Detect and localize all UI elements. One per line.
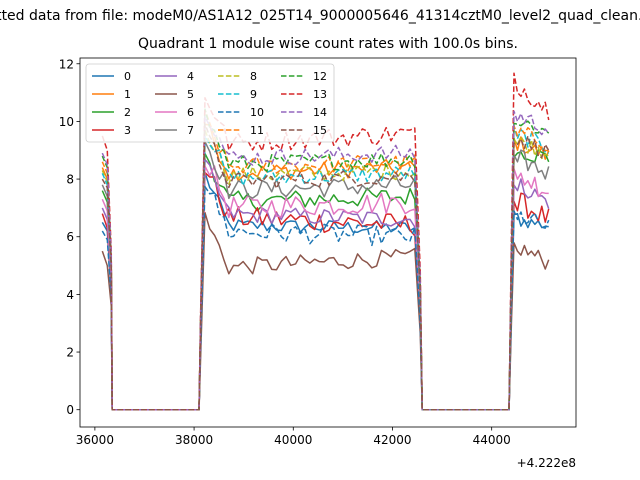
legend-label-13: 13	[313, 88, 327, 101]
axes-frame	[79, 57, 577, 428]
series-line-10	[101, 185, 550, 411]
legend-label-11: 11	[250, 124, 264, 137]
y-tick-label: 6	[66, 230, 74, 244]
legend-label-5: 5	[187, 88, 194, 101]
legend-label-14: 14	[313, 106, 327, 119]
legend-label-10: 10	[250, 106, 264, 119]
y-tick-label: 0	[66, 403, 74, 417]
legend-box	[85, 63, 335, 143]
y-tick-label: 12	[59, 57, 74, 71]
y-tick-label: 10	[59, 115, 74, 129]
x-tick-label: 42000	[373, 433, 411, 447]
series-line-15	[101, 123, 550, 411]
legend-label-9: 9	[250, 88, 257, 101]
chart-title: Quadrant 1 module wise count rates with …	[138, 36, 518, 52]
legend-label-12: 12	[313, 70, 327, 83]
legend-label-1: 1	[124, 88, 131, 101]
x-tick-label: 36000	[76, 433, 114, 447]
x-tick-label: 38000	[175, 433, 213, 447]
legend-label-6: 6	[187, 106, 194, 119]
y-tick-label: 4	[66, 288, 74, 302]
legend-label-15: 15	[313, 124, 327, 137]
legend-label-3: 3	[124, 124, 131, 137]
legend-label-7: 7	[187, 124, 194, 137]
legend-label-4: 4	[187, 70, 194, 83]
legend-label-8: 8	[250, 70, 257, 83]
x-tick-label: 44000	[473, 433, 511, 447]
y-tick-label: 2	[66, 346, 74, 360]
x-tick-label: 40000	[274, 433, 312, 447]
figure-suptitle: Plotted data from file: modeM0/AS1A12_02…	[0, 8, 640, 24]
y-tick-label: 8	[66, 173, 74, 187]
plot-area: 36000 38000 40000 42000 44000024681012+4.222…	[59, 57, 577, 470]
legend-label-0: 0	[124, 70, 131, 83]
x-offset-label: +4.222e8	[517, 456, 576, 470]
legend-label-2: 2	[124, 106, 131, 119]
